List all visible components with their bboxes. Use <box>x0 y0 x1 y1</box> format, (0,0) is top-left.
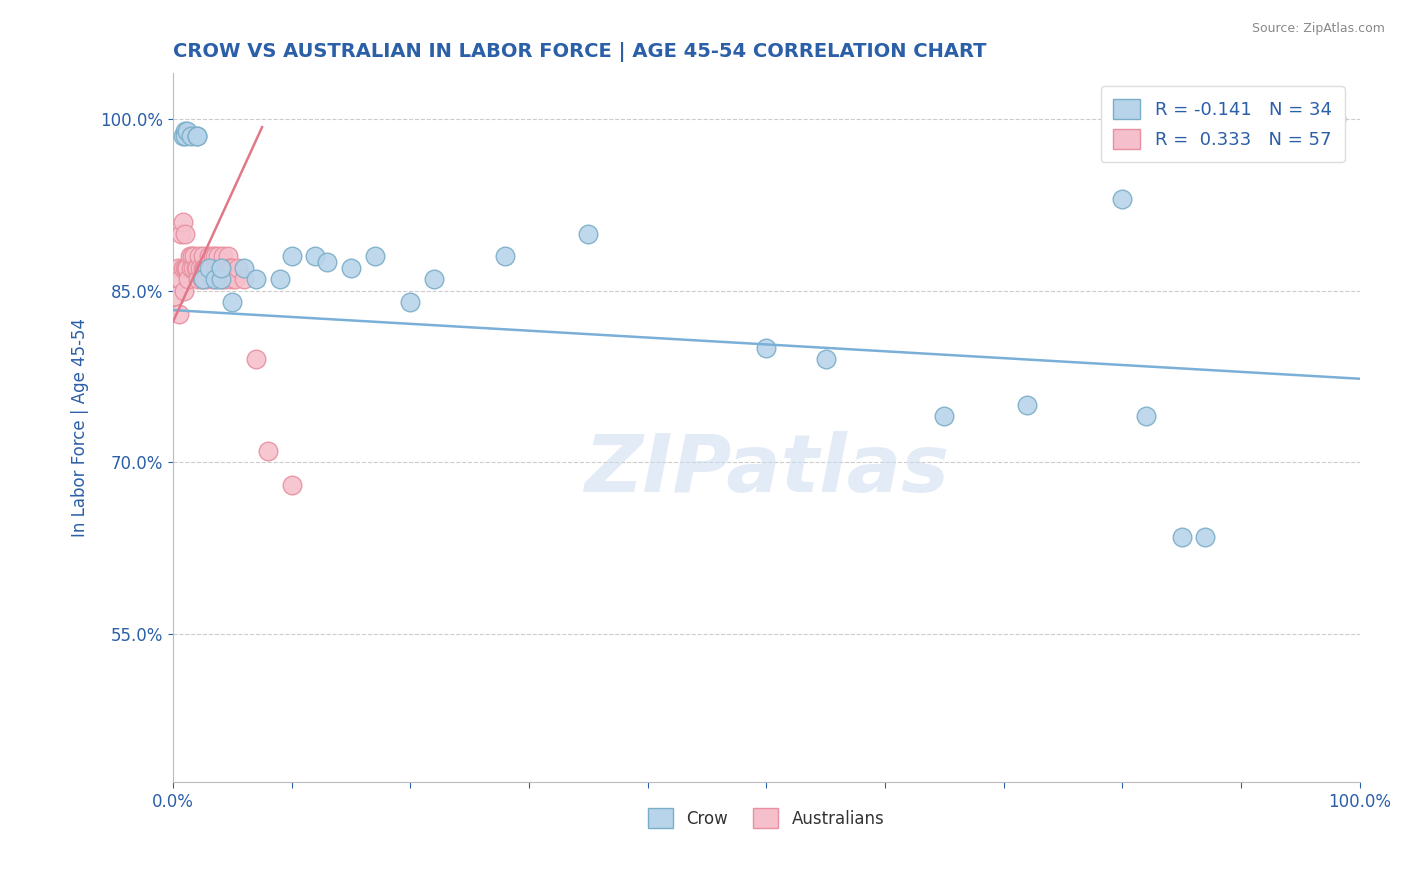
Point <box>174 260 197 275</box>
Point <box>215 260 238 275</box>
Point <box>304 249 326 263</box>
Point <box>197 260 219 275</box>
Point <box>219 260 242 275</box>
Point <box>176 260 198 275</box>
Point <box>209 260 232 275</box>
Point <box>1194 529 1216 543</box>
Point <box>167 307 190 321</box>
Point <box>166 260 188 275</box>
Point <box>172 129 194 144</box>
Point <box>245 352 267 367</box>
Point <box>170 227 193 241</box>
Point <box>204 272 226 286</box>
Point <box>233 260 256 275</box>
Point <box>180 129 202 144</box>
Point <box>228 260 250 275</box>
Point <box>269 272 291 286</box>
Point <box>174 123 197 137</box>
Point <box>221 295 243 310</box>
Point <box>257 443 280 458</box>
Point <box>814 352 837 367</box>
Point <box>169 272 191 286</box>
Point <box>208 260 231 275</box>
Point <box>183 249 205 263</box>
Point <box>174 129 197 144</box>
Point <box>191 272 214 286</box>
Point <box>197 260 219 275</box>
Point <box>205 272 228 286</box>
Point <box>174 227 197 241</box>
Point <box>209 272 232 286</box>
Point <box>224 272 246 286</box>
Text: ZIPatlas: ZIPatlas <box>583 432 949 509</box>
Legend: Crow, Australians: Crow, Australians <box>641 802 891 834</box>
Point <box>221 260 243 275</box>
Point <box>1111 192 1133 206</box>
Point <box>186 129 208 144</box>
Point <box>180 260 202 275</box>
Point <box>190 260 212 275</box>
Point <box>423 272 446 286</box>
Point <box>219 272 242 286</box>
Point <box>755 341 778 355</box>
Point <box>177 272 200 286</box>
Point <box>212 260 235 275</box>
Text: CROW VS AUSTRALIAN IN LABOR FORCE | AGE 45-54 CORRELATION CHART: CROW VS AUSTRALIAN IN LABOR FORCE | AGE … <box>173 42 987 62</box>
Point <box>191 249 214 263</box>
Point <box>173 284 195 298</box>
Point <box>198 260 221 275</box>
Point <box>172 215 194 229</box>
Point <box>190 272 212 286</box>
Point <box>233 272 256 286</box>
Point <box>181 249 204 263</box>
Point <box>280 249 302 263</box>
Point <box>186 129 208 144</box>
Point <box>211 272 233 286</box>
Point <box>399 295 422 310</box>
Point <box>280 478 302 492</box>
Point <box>200 260 222 275</box>
Point <box>1170 529 1192 543</box>
Point <box>245 272 267 286</box>
Point <box>934 409 956 424</box>
Point <box>212 249 235 263</box>
Point <box>218 260 240 275</box>
Point <box>209 260 232 275</box>
Point <box>204 260 226 275</box>
Point <box>195 272 218 286</box>
Point <box>494 249 516 263</box>
Point <box>174 260 197 275</box>
Point <box>184 260 207 275</box>
Y-axis label: In Labor Force | Age 45-54: In Labor Force | Age 45-54 <box>72 318 89 537</box>
Point <box>202 249 225 263</box>
Point <box>187 272 209 286</box>
Point <box>197 249 219 263</box>
Point <box>340 260 363 275</box>
Point <box>1017 398 1039 412</box>
Point <box>172 260 194 275</box>
Point <box>576 227 599 241</box>
Point <box>191 260 214 275</box>
Point <box>316 255 339 269</box>
Point <box>188 249 211 263</box>
Point <box>194 260 217 275</box>
Point <box>176 123 198 137</box>
Text: Source: ZipAtlas.com: Source: ZipAtlas.com <box>1251 22 1385 36</box>
Point <box>165 289 187 303</box>
Point <box>181 260 204 275</box>
Point <box>186 260 208 275</box>
Point <box>201 272 224 286</box>
Point <box>364 249 387 263</box>
Point <box>193 260 215 275</box>
Point <box>179 249 201 263</box>
Point <box>207 249 229 263</box>
Point <box>217 249 239 263</box>
Point <box>214 272 236 286</box>
Point <box>204 249 226 263</box>
Point <box>1135 409 1157 424</box>
Point <box>1324 112 1347 127</box>
